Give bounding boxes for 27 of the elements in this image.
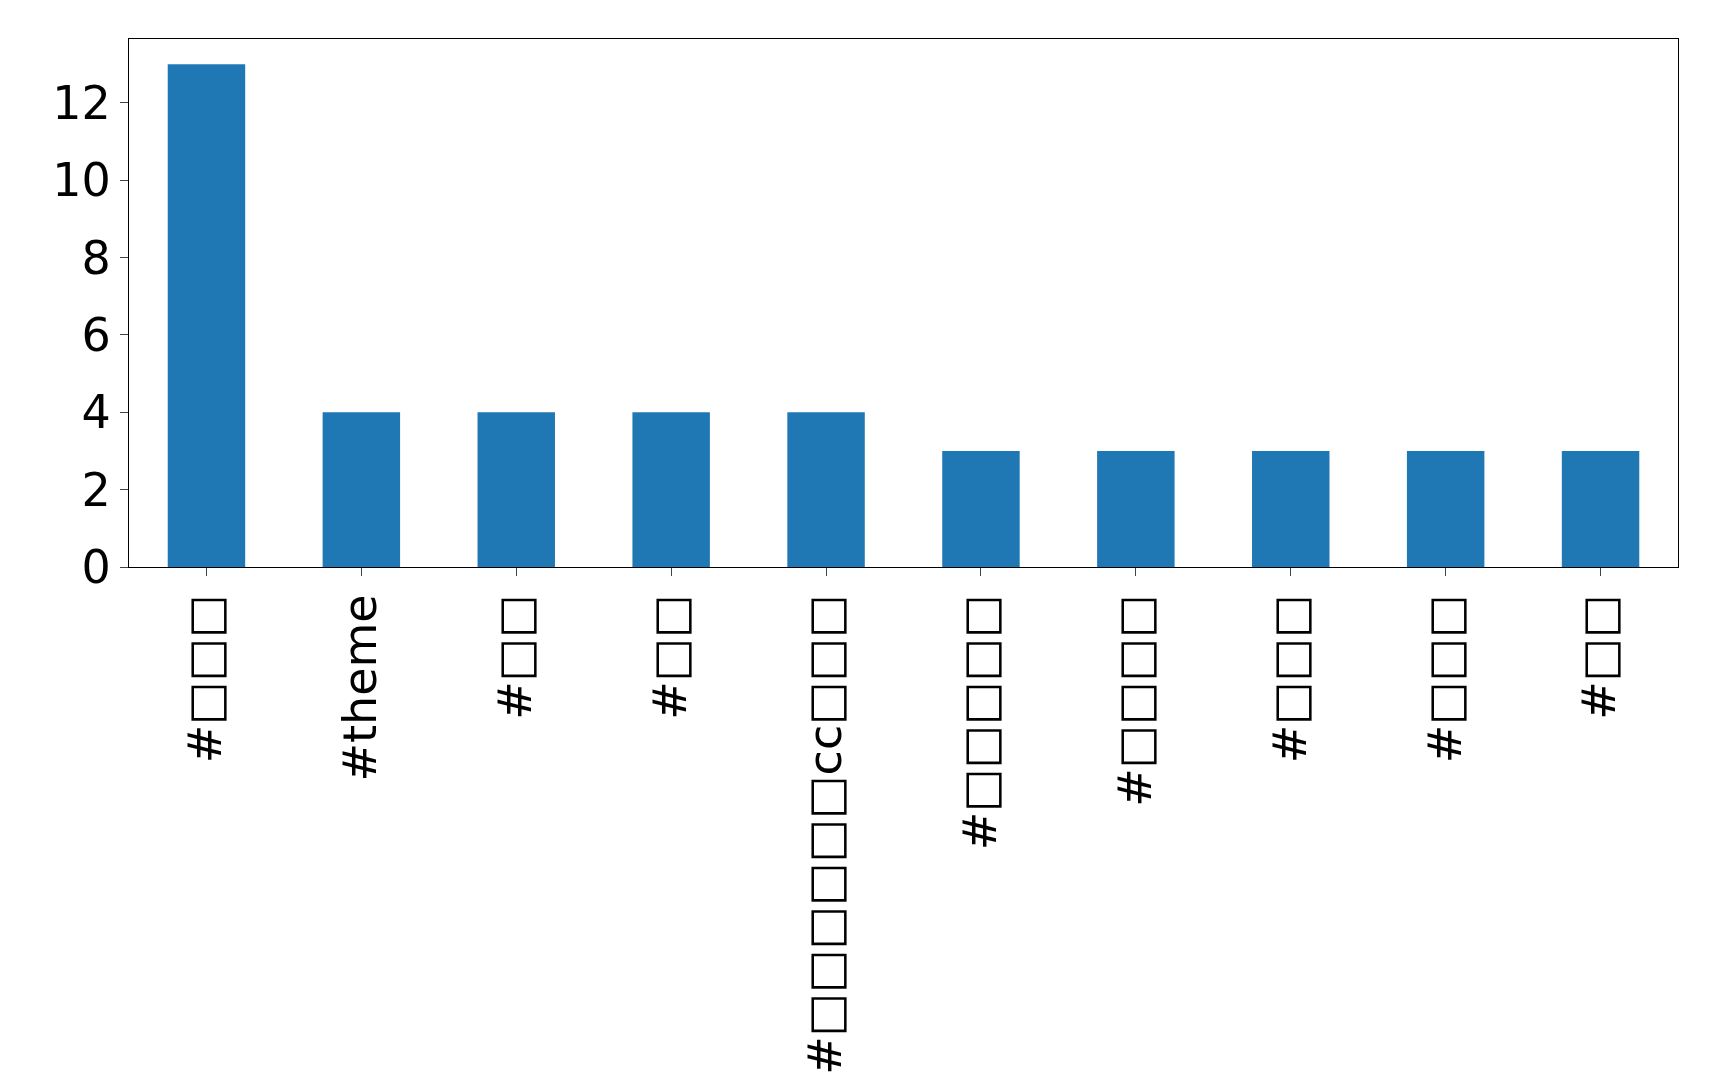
bar: [1252, 450, 1330, 567]
bar: [167, 64, 246, 567]
bar: [477, 412, 555, 567]
y-tick-label: 8: [81, 230, 111, 285]
bar: [787, 412, 865, 567]
y-tick-label: 6: [81, 308, 111, 363]
x-tick-label: #□□□: [1262, 594, 1317, 764]
x-tick-label: #□□□□□□cc□□□: [798, 594, 852, 1075]
y-tick-label: 0: [81, 540, 111, 595]
x-tick-label: #□□□□: [1107, 594, 1162, 807]
bar: [632, 412, 710, 567]
bar: [1406, 450, 1485, 567]
x-tick-label: #□□□: [1417, 594, 1472, 764]
y-tick-label: 12: [52, 75, 111, 130]
x-tick-label: #□□□: [178, 594, 233, 764]
bar: [1097, 450, 1175, 567]
bar: [322, 412, 401, 567]
x-tick-label: #□□: [488, 594, 543, 720]
y-tick-label: 4: [81, 385, 111, 440]
bar: [1561, 450, 1640, 567]
bar: [942, 450, 1020, 567]
x-tick-label: #theme: [333, 594, 388, 782]
x-tick-label: #□□: [643, 594, 698, 720]
x-tick-label: #□□□□□: [952, 594, 1007, 851]
y-tick-label: 10: [52, 153, 111, 208]
x-tick-label: #□□: [1572, 594, 1627, 720]
y-tick-label: 2: [81, 462, 111, 517]
